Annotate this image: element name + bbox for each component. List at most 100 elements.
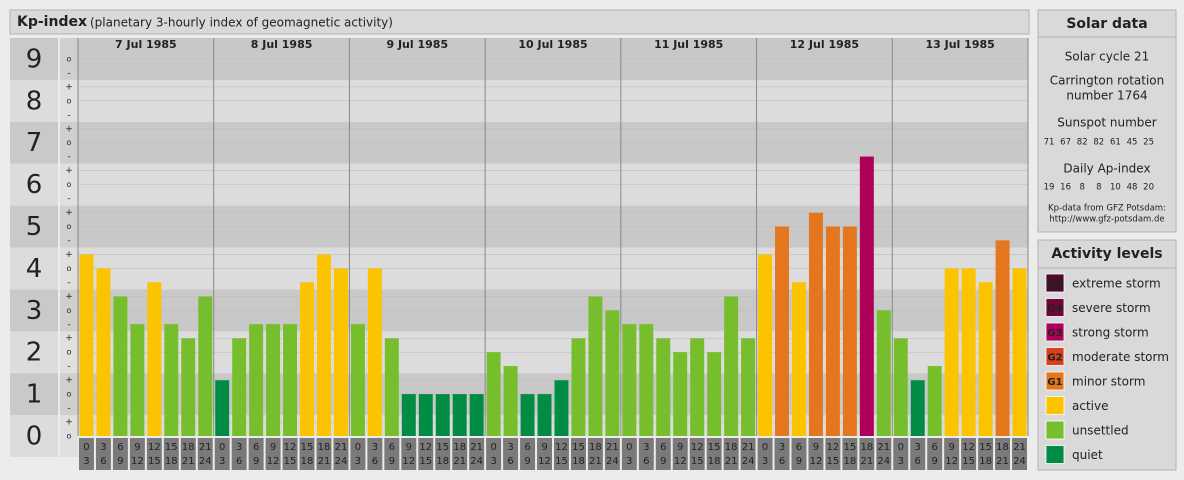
x-tick-label: 6 xyxy=(372,456,378,467)
x-tick-label: 18 xyxy=(572,456,585,467)
legend-swatch xyxy=(1045,322,1065,342)
bar xyxy=(435,394,450,436)
y-label-box xyxy=(10,289,58,332)
sunspot-value: 82 xyxy=(1093,138,1104,148)
x-label-box xyxy=(112,438,128,470)
x-tick-label: 12 xyxy=(555,442,568,453)
x-label-box xyxy=(808,438,824,470)
x-label-box xyxy=(350,438,366,470)
x-label-box xyxy=(961,438,977,470)
x-tick-label: 18 xyxy=(436,456,449,467)
sub-label-box xyxy=(60,38,78,80)
x-label-box xyxy=(231,438,247,470)
x-label-box xyxy=(214,438,230,470)
x-tick-label: 0 xyxy=(762,442,768,453)
x-label-box xyxy=(978,438,994,470)
solar-cycle: Solar cycle 21 xyxy=(1065,50,1150,64)
bar xyxy=(333,268,348,436)
x-tick-label: 18 xyxy=(844,456,857,467)
x-label-box xyxy=(503,438,519,470)
x-label-box xyxy=(587,438,603,470)
y-label-box xyxy=(10,205,58,248)
x-tick-label: 24 xyxy=(1013,456,1026,467)
y-minor-label: o xyxy=(67,264,72,273)
bar xyxy=(842,226,857,436)
x-tick-label: 6 xyxy=(100,456,106,467)
x-tick-label: 12 xyxy=(827,442,840,453)
x-tick-label: 18 xyxy=(165,456,178,467)
bar xyxy=(808,212,823,436)
x-label-box xyxy=(638,438,654,470)
solar-title: Solar data xyxy=(1066,16,1147,32)
x-tick-label: 3 xyxy=(898,456,904,467)
y-minor-label: + xyxy=(65,166,73,176)
bar xyxy=(96,268,111,436)
x-tick-label: 6 xyxy=(524,442,530,453)
y-tick-label: 2 xyxy=(26,338,43,368)
legend-code: G1 xyxy=(1047,377,1062,388)
sunspot-value: 67 xyxy=(1060,138,1071,148)
x-label-box xyxy=(1012,438,1027,470)
band xyxy=(78,415,1028,436)
x-tick-label: 12 xyxy=(810,456,823,467)
bar xyxy=(978,282,993,436)
x-label-box xyxy=(604,438,620,470)
bar xyxy=(944,268,959,436)
x-label-box xyxy=(299,438,315,470)
y-minor-label: o xyxy=(67,306,72,315)
legend-code: G5 xyxy=(1047,279,1062,290)
x-tick-label: 18 xyxy=(725,442,738,453)
legend-code: G3 xyxy=(1047,328,1062,339)
x-label-box xyxy=(740,438,756,470)
x-label-box xyxy=(197,438,213,470)
y-tick-label: 9 xyxy=(26,44,43,74)
bar xyxy=(571,338,586,436)
sub-label-box xyxy=(60,373,78,416)
x-label-box xyxy=(180,438,196,470)
x-tick-label: 9 xyxy=(813,442,819,453)
x-tick-label: 3 xyxy=(236,442,242,453)
bar xyxy=(995,240,1010,436)
x-tick-label: 21 xyxy=(725,456,738,467)
bar xyxy=(469,394,484,436)
y-minor-label: - xyxy=(67,68,70,78)
x-tick-label: 21 xyxy=(877,442,890,453)
sunspot-value: 61 xyxy=(1110,138,1121,148)
x-label-box xyxy=(418,438,434,470)
x-label-box xyxy=(876,438,892,470)
x-label-box xyxy=(384,438,400,470)
y-minor-label: - xyxy=(67,152,70,162)
x-tick-label: 3 xyxy=(779,442,785,453)
source: Kp-data from GFZ Potsdam: xyxy=(1048,204,1166,214)
y-label-box xyxy=(10,415,58,457)
bar xyxy=(147,282,162,436)
bar xyxy=(775,226,789,436)
x-tick-label: 18 xyxy=(318,442,331,453)
y-tick-label: 4 xyxy=(26,254,43,284)
day-label: 10 Jul 1985 xyxy=(518,38,587,51)
y-tick-label: 5 xyxy=(26,212,43,242)
x-label-box xyxy=(893,438,909,470)
bar xyxy=(486,352,501,436)
x-label-box xyxy=(486,438,502,470)
x-tick-label: 0 xyxy=(83,442,89,453)
x-tick-label: 6 xyxy=(236,456,242,467)
y-minor-label: o xyxy=(67,432,72,441)
y-tick-label: 3 xyxy=(26,296,43,326)
x-tick-label: 12 xyxy=(674,456,687,467)
x-label-box xyxy=(95,438,111,470)
bar xyxy=(113,296,128,436)
solar-panel xyxy=(1037,9,1177,233)
x-tick-label: 3 xyxy=(643,442,649,453)
x-tick-label: 9 xyxy=(117,456,123,467)
carrington: Carrington rotation xyxy=(1050,74,1164,88)
sunspot-value: 71 xyxy=(1044,138,1055,148)
x-tick-label: 18 xyxy=(708,456,721,467)
x-tick-label: 15 xyxy=(691,456,704,467)
bar xyxy=(215,380,230,436)
y-minor-label: o xyxy=(67,222,72,231)
x-tick-label: 12 xyxy=(962,442,975,453)
x-tick-label: 12 xyxy=(148,442,161,453)
